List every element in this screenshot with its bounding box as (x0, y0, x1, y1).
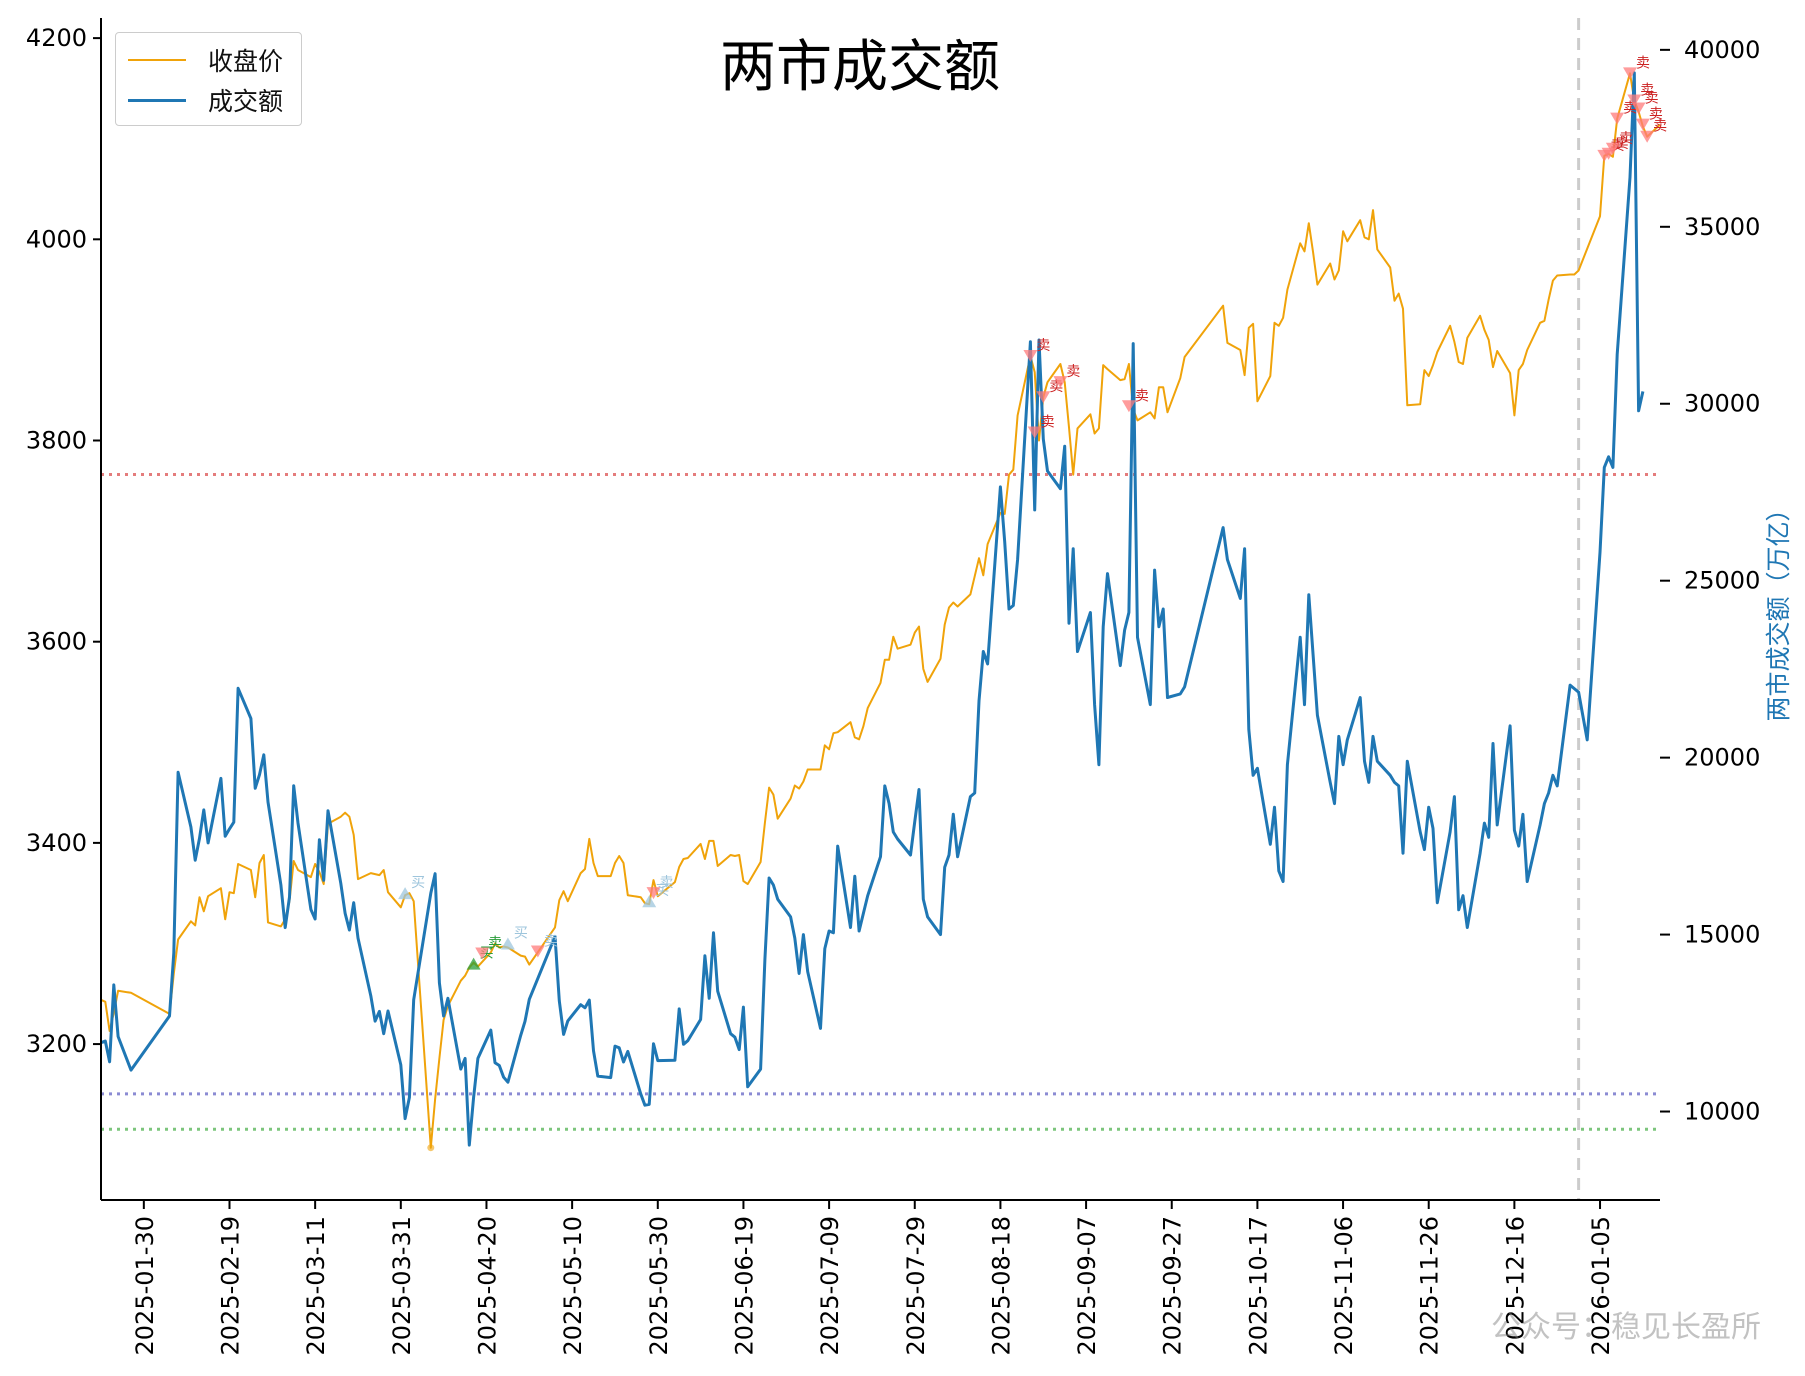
signal-label-19: 卖 (1649, 107, 1663, 123)
x-tick-label-2025-03-31: 2025-03-31 (388, 1216, 416, 1355)
signal-label-8: 卖 (1041, 414, 1055, 430)
right-tick-label-25000: 25000 (1684, 567, 1760, 595)
right-tick-label-15000: 15000 (1684, 921, 1760, 949)
signal-marker-10 (1053, 376, 1068, 389)
signal-marker-0 (398, 887, 413, 900)
left-tick-label-4000: 4000 (26, 225, 87, 253)
x-tick-label-2025-01-30: 2025-01-30 (131, 1216, 159, 1355)
x-tick-label-2025-11-26: 2025-11-26 (1416, 1216, 1444, 1355)
x-tick-label-2025-05-30: 2025-05-30 (645, 1216, 673, 1355)
signal-label-20: 卖 (1653, 119, 1667, 135)
signal-marker-16 (1623, 67, 1638, 80)
left-tick-label-3400: 3400 (26, 829, 87, 857)
signal-label-2: 卖 (488, 936, 502, 952)
legend-label-turnover: 成交额 (208, 87, 284, 116)
right-tick-label-40000: 40000 (1684, 36, 1760, 64)
legend: 收盘价 成交额 (115, 32, 302, 126)
signal-marker-9 (1036, 391, 1051, 404)
right-axis-label: 两市成交额（万亿） (1764, 496, 1793, 721)
series-line-turnover (100, 71, 1645, 1147)
x-tick-label-2025-07-09: 2025-07-09 (816, 1216, 844, 1355)
signal-marker-2 (475, 947, 490, 960)
signal-marker-7 (1023, 350, 1038, 363)
x-tick-label-2026-01-05: 2026-01-05 (1587, 1216, 1615, 1355)
chart-title: 两市成交额 (720, 35, 1000, 100)
x-tick-label-2025-09-27: 2025-09-27 (1159, 1216, 1187, 1355)
signal-marker-15 (1610, 112, 1625, 125)
signal-marker-1 (466, 957, 481, 970)
x-tick-label-2025-09-07: 2025-09-07 (1073, 1216, 1101, 1355)
signal-label-18: 卖 (1645, 91, 1659, 107)
legend-label-close-price: 收盘价 (208, 47, 284, 76)
signal-label-4: 卖 (544, 934, 558, 950)
x-tick-label-2025-03-11: 2025-03-11 (302, 1216, 330, 1355)
series-line-close-price (100, 72, 1661, 1149)
left-tick-label-4200: 4200 (26, 24, 87, 52)
x-tick-label-2025-10-17: 2025-10-17 (1244, 1216, 1272, 1355)
signal-marker-4 (530, 945, 545, 958)
signal-label-6: 卖 (660, 875, 674, 891)
signal-marker-17 (1627, 94, 1642, 107)
right-tick-label-30000: 30000 (1684, 390, 1760, 418)
left-tick-label-3200: 3200 (26, 1030, 87, 1058)
signal-marker-20 (1640, 130, 1655, 143)
signal-marker-11 (1121, 400, 1136, 413)
legend-item-turnover: 成交额 (128, 85, 284, 116)
signal-marker-5 (642, 895, 657, 908)
x-tick-label-2025-05-10: 2025-05-10 (559, 1216, 587, 1355)
signal-markers: 买买卖买卖买卖卖卖卖卖卖卖卖卖卖卖卖卖卖卖 (398, 55, 1667, 970)
x-tick-label-2025-08-18: 2025-08-18 (987, 1216, 1015, 1355)
signal-label-16: 卖 (1636, 55, 1650, 71)
legend-swatch-turnover (128, 98, 186, 102)
x-tick-label-2025-12-16: 2025-12-16 (1501, 1216, 1529, 1355)
signal-label-0: 买 (411, 875, 425, 891)
right-tick-label-20000: 20000 (1684, 744, 1760, 772)
low-point-marker (427, 1144, 435, 1152)
signal-label-7: 卖 (1036, 338, 1050, 354)
left-tick-label-3800: 3800 (26, 427, 87, 455)
series-layer (100, 71, 1661, 1152)
signal-marker-14 (1605, 142, 1620, 155)
right-tick-label-10000: 10000 (1684, 1098, 1760, 1126)
x-tick-label-2025-04-20: 2025-04-20 (473, 1216, 501, 1355)
signal-marker-3 (500, 937, 515, 950)
legend-item-close-price: 收盘价 (128, 45, 284, 76)
signal-marker-19 (1635, 118, 1650, 131)
signal-label-14: 卖 (1619, 131, 1633, 147)
signal-marker-18 (1631, 102, 1646, 115)
signal-label-3: 买 (514, 925, 528, 941)
signal-label-13: 卖 (1615, 136, 1629, 152)
signal-label-10: 卖 (1066, 364, 1080, 380)
x-tick-label-2025-11-06: 2025-11-06 (1330, 1216, 1358, 1355)
x-tick-label-2025-06-19: 2025-06-19 (730, 1216, 758, 1355)
signal-marker-8 (1027, 426, 1042, 439)
legend-swatch-close-price (128, 59, 186, 61)
axes: 3200 3400 3600 3800 4000 4200 10000 15000 20000 2… (26, 18, 1793, 1355)
right-tick-label-35000: 35000 (1684, 213, 1760, 241)
signal-label-11: 卖 (1135, 388, 1149, 404)
watermark: 公众号：稳见长盈所 (1491, 1310, 1761, 1345)
reference-lines (101, 18, 1660, 1200)
signal-marker-6 (646, 887, 661, 900)
signal-label-17: 卖 (1640, 82, 1654, 98)
x-tick-label-2025-07-29: 2025-07-29 (902, 1216, 930, 1355)
x-tick-label-2025-02-19: 2025-02-19 (216, 1216, 244, 1355)
left-tick-label-3600: 3600 (26, 628, 87, 656)
